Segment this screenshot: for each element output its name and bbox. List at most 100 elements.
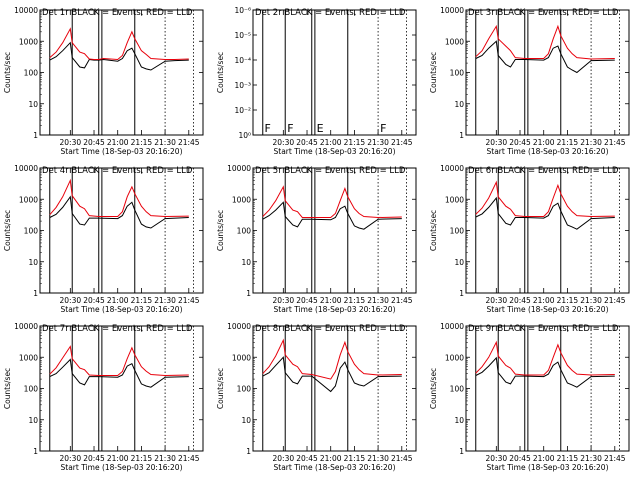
- lld-series-line: [475, 340, 615, 376]
- x-tick-label: 21:30: [580, 296, 602, 305]
- y-axis-label: Counts/sec: [429, 368, 438, 409]
- x-tick-label: 21:45: [604, 454, 626, 463]
- y-tick-label: 10⁻⁵: [234, 31, 251, 40]
- y-tick-label: 10: [454, 258, 464, 267]
- lld-series-line: [49, 345, 189, 377]
- y-tick-label: 1: [459, 447, 464, 456]
- lld-series-line: [49, 27, 189, 61]
- marker-label: F: [264, 122, 270, 135]
- x-tick-label: 20:30: [60, 296, 82, 305]
- y-tick-label: 10: [454, 100, 464, 109]
- x-axis-label: Start Time (18-Sep-03 20:16:20): [487, 305, 609, 314]
- x-tick-label: 20:30: [486, 454, 508, 463]
- x-tick-label: 21:00: [533, 296, 555, 305]
- y-tick-label: 10000: [440, 322, 464, 331]
- events-series-line: [262, 201, 402, 230]
- lld-series-line: [262, 338, 402, 380]
- events-series-line: [475, 40, 615, 74]
- plot-frame: [465, 167, 630, 294]
- x-tick-label: 20:30: [273, 454, 295, 463]
- panel-det-7: Det 7r BLACK = Events, RED = LLDCounts/s…: [3, 322, 204, 472]
- y-tick-label: 10: [454, 416, 464, 425]
- y-tick-label: 10000: [227, 164, 251, 173]
- x-tick-label: 21:45: [604, 138, 626, 147]
- x-axis-label: Start Time (18-Sep-03 20:16:20): [487, 463, 609, 472]
- y-axis-label: Counts/sec: [3, 52, 12, 93]
- x-tick-label: 21:15: [131, 454, 153, 463]
- y-tick-label: 10000: [440, 164, 464, 173]
- y-tick-label: 1: [459, 289, 464, 298]
- x-tick-label: 20:45: [509, 138, 531, 147]
- y-tick-label: 10⁻⁶: [234, 6, 251, 15]
- x-tick-label: 21:45: [391, 138, 413, 147]
- events-series-line: [49, 358, 189, 388]
- x-tick-label: 21:45: [178, 138, 200, 147]
- y-tick-label: 10000: [14, 164, 38, 173]
- x-tick-label: 21:15: [344, 454, 366, 463]
- x-tick-label: 21:15: [131, 138, 153, 147]
- x-axis-label: Start Time (18-Sep-03 20:16:20): [61, 463, 183, 472]
- panel-det-4: Det 4r BLACK = Events, RED = LLDCounts/s…: [3, 164, 204, 314]
- x-tick-label: 20:45: [509, 296, 531, 305]
- events-series-line: [49, 41, 189, 71]
- x-tick-label: 21:00: [320, 454, 342, 463]
- x-tick-label: 21:30: [580, 138, 602, 147]
- y-tick-label: 10: [28, 416, 38, 425]
- y-tick-label: 1000: [19, 195, 38, 204]
- y-tick-label: 10000: [227, 322, 251, 331]
- x-axis-label: Start Time (18-Sep-03 20:16:20): [274, 305, 396, 314]
- y-tick-label: 10000: [440, 6, 464, 15]
- x-tick-label: 21:00: [107, 138, 129, 147]
- y-tick-label: 100: [450, 227, 465, 236]
- x-tick-label: 20:30: [60, 454, 82, 463]
- x-tick-label: 20:45: [83, 138, 105, 147]
- y-tick-label: 1: [33, 447, 38, 456]
- y-tick-label: 10⁻³: [234, 81, 251, 90]
- y-tick-label: 1: [246, 289, 251, 298]
- x-tick-label: 21:30: [367, 138, 389, 147]
- plot-frame: [39, 167, 204, 294]
- lld-series-line: [262, 185, 402, 219]
- x-tick-label: 21:45: [391, 296, 413, 305]
- x-axis-label: Start Time (18-Sep-03 20:16:20): [274, 147, 396, 156]
- x-tick-label: 21:15: [344, 138, 366, 147]
- x-tick-label: 21:00: [320, 296, 342, 305]
- plot-frame: [39, 325, 204, 452]
- x-tick-label: 21:45: [178, 296, 200, 305]
- x-tick-label: 20:30: [273, 296, 295, 305]
- y-axis-label: Counts/sec: [3, 368, 12, 409]
- events-series-line: [49, 195, 189, 229]
- y-tick-label: 10: [28, 258, 38, 267]
- lld-series-line: [49, 178, 189, 218]
- y-tick-label: 1: [33, 131, 38, 140]
- panel-det-3: Det 3r BLACK = Events, RED = LLDCounts/s…: [429, 6, 630, 156]
- x-tick-label: 21:45: [178, 454, 200, 463]
- x-tick-label: 20:45: [296, 454, 318, 463]
- x-tick-label: 21:00: [107, 454, 129, 463]
- x-axis-label: Start Time (18-Sep-03 20:16:20): [61, 305, 183, 314]
- x-tick-label: 21:00: [107, 296, 129, 305]
- x-tick-label: 21:00: [533, 454, 555, 463]
- y-tick-label: 100: [237, 227, 252, 236]
- y-tick-label: 1000: [445, 195, 464, 204]
- y-tick-label: 10000: [14, 322, 38, 331]
- x-tick-label: 21:15: [557, 138, 579, 147]
- x-tick-label: 21:30: [580, 454, 602, 463]
- x-tick-label: 20:30: [273, 138, 295, 147]
- x-tick-label: 20:30: [486, 296, 508, 305]
- plot-frame: [465, 325, 630, 452]
- y-axis-label: Counts/sec: [216, 52, 225, 93]
- panel-det-8: Det 8r BLACK = Events, RED = LLDCounts/s…: [216, 322, 417, 472]
- plot-frame: [465, 9, 630, 136]
- x-tick-label: 20:30: [60, 138, 82, 147]
- x-tick-label: 20:45: [509, 454, 531, 463]
- panel-det-2: Det 2r BLACK = Events, RED = LLDCounts/s…: [216, 6, 417, 156]
- lld-series-line: [475, 24, 615, 60]
- panel-det-6: Det 6r BLACK = Events, RED = LLDCounts/s…: [429, 164, 630, 314]
- marker-label: F: [380, 122, 386, 135]
- marker-label: F: [287, 122, 293, 135]
- plot-frame: [39, 9, 204, 136]
- x-tick-label: 21:45: [604, 296, 626, 305]
- panel-det-5: Det 5r BLACK = Events, RED = LLDCounts/s…: [216, 164, 417, 314]
- events-series-line: [475, 356, 615, 388]
